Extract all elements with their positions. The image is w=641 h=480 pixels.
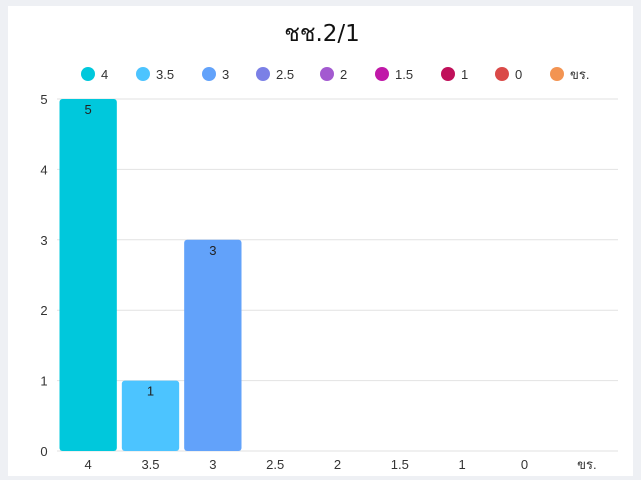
legend-label: ขร. — [570, 67, 589, 82]
legend-marker — [441, 67, 455, 81]
data-label: 3 — [209, 243, 216, 258]
x-tick-label: 3.5 — [141, 457, 159, 472]
y-tick-label: 3 — [40, 233, 47, 248]
x-tick-label: 4 — [85, 457, 92, 472]
legend-label: 3 — [222, 67, 229, 82]
y-tick-label: 0 — [40, 444, 47, 459]
legend-marker — [375, 67, 389, 81]
data-label: 5 — [85, 102, 92, 117]
x-tick-label: 1 — [459, 457, 466, 472]
bar — [59, 99, 117, 451]
legend: 4 3.5 3 2.5 2 1.5 1 0 ขร. — [81, 67, 589, 82]
legend-label: 1.5 — [395, 67, 413, 82]
x-tick-label: 0 — [521, 457, 528, 472]
bar — [184, 239, 242, 451]
y-axis: 0 1 2 3 4 5 — [40, 92, 47, 459]
legend-label: 2.5 — [276, 67, 294, 82]
legend-label: 2 — [340, 67, 347, 82]
legend-marker — [495, 67, 509, 81]
x-tick-label: 2.5 — [266, 457, 284, 472]
bar — [121, 380, 180, 451]
x-axis: 4 3.5 3 2.5 2 1.5 1 0 ขร. — [85, 457, 597, 472]
y-tick-label: 4 — [40, 162, 47, 177]
x-tick-label: 1.5 — [391, 457, 409, 472]
bars: 5 1 3 — [59, 99, 242, 451]
legend-label: 3.5 — [156, 67, 174, 82]
legend-marker — [81, 67, 95, 81]
x-tick-label: 3 — [209, 457, 216, 472]
legend-label: 0 — [515, 67, 522, 82]
legend-marker — [320, 67, 334, 81]
y-tick-label: 1 — [40, 374, 47, 389]
chart-title: ชช.2/1 — [284, 21, 360, 47]
x-tick-label: 2 — [334, 457, 341, 472]
legend-marker — [202, 67, 216, 81]
y-tick-label: 2 — [40, 303, 47, 318]
legend-marker — [136, 67, 150, 81]
y-tick-label: 5 — [40, 92, 47, 107]
legend-label: 1 — [461, 67, 468, 82]
x-tick-label: ขร. — [577, 457, 596, 472]
legend-label: 4 — [101, 67, 108, 82]
legend-marker — [550, 67, 564, 81]
data-label: 1 — [147, 384, 154, 399]
legend-marker — [256, 67, 270, 81]
